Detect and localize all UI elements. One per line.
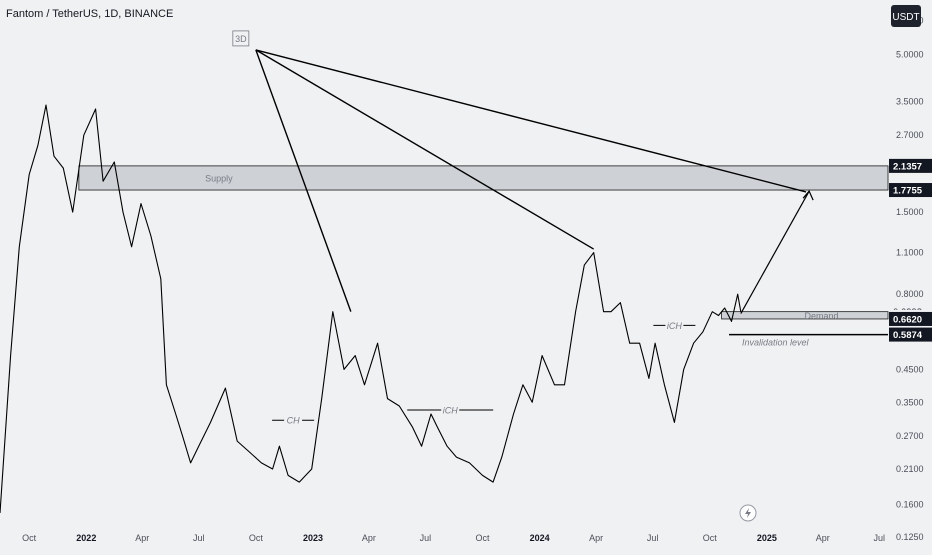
y-tick-label: 0.1250 — [896, 532, 924, 542]
invalidation-label: Invalidation level — [742, 338, 810, 348]
price-label-bg — [889, 327, 932, 342]
zone-demand — [721, 311, 889, 320]
price-label: 1.7755 — [893, 186, 923, 197]
y-tick-label: 0.3500 — [896, 397, 924, 407]
x-tick-label: Apr — [362, 533, 376, 543]
currency-button-bg[interactable] — [891, 5, 921, 27]
zone-label: Demand — [805, 311, 839, 321]
structure-label: CH — [287, 416, 300, 426]
x-tick-label: 2022 — [76, 533, 96, 543]
x-tick-label: Oct — [249, 533, 264, 543]
x-tick-label: 2024 — [530, 533, 550, 543]
price-series-line — [0, 104, 742, 514]
structure-label-bg — [284, 415, 303, 426]
timeframe-label: 3D — [235, 34, 247, 44]
price-label: 2.1357 — [893, 161, 922, 172]
x-tick-label: Apr — [135, 533, 149, 543]
projection-arrowhead — [802, 190, 814, 201]
x-tick-label: Jul — [193, 533, 205, 543]
price-label-bg — [889, 183, 932, 198]
x-tick-label: Jul — [420, 533, 432, 543]
y-tick-label: 0.1600 — [896, 500, 924, 510]
y-tick-label: 0.4500 — [896, 364, 924, 374]
timeframe-box — [232, 30, 250, 47]
y-tick-label: 1.1000 — [896, 248, 924, 258]
x-tick-label: Jul — [874, 533, 886, 543]
zone-supply — [78, 165, 889, 191]
x-tick-label: Jul — [647, 533, 659, 543]
zone-label: Supply — [205, 173, 233, 183]
x-tick-label: Oct — [703, 533, 718, 543]
price-label: 0.6620 — [893, 314, 922, 325]
y-tick-label: 5.0000 — [896, 50, 924, 60]
x-tick-label: Apr — [589, 533, 603, 543]
price-label: 0.5874 — [893, 330, 923, 341]
currency-button[interactable]: USDT — [891, 5, 921, 27]
structure-label: iCH — [443, 405, 458, 415]
y-tick-label: 3.5000 — [896, 96, 924, 106]
x-tick-label: 2023 — [303, 533, 323, 543]
x-tick-label: 2025 — [757, 533, 777, 543]
x-tick-label: Oct — [475, 533, 490, 543]
chart-title: Fantom / TetherUS, 1D, BINANCE — [6, 8, 173, 20]
structure-label-bg — [665, 320, 684, 331]
replay-icon[interactable] — [739, 504, 757, 522]
fractal-line — [255, 49, 807, 193]
projection-arrow — [740, 190, 810, 314]
y-tick-label: 0.2100 — [896, 464, 924, 474]
x-tick-label: Oct — [22, 533, 37, 543]
y-tick-label: 1.5000 — [896, 207, 924, 217]
currency-button-label[interactable]: USDT — [892, 12, 919, 23]
fractal-line — [255, 49, 595, 250]
y-tick-label: 0.2700 — [896, 431, 924, 441]
structure-label: iCH — [667, 321, 682, 331]
price-label-bg — [889, 158, 932, 173]
x-tick-label: Apr — [816, 533, 830, 543]
y-tick-label: 2.7000 — [896, 130, 924, 140]
y-tick-label: 0.8000 — [896, 289, 924, 299]
price-label-bg — [889, 311, 932, 326]
fractal-line — [255, 49, 352, 312]
structure-label-bg — [441, 404, 460, 415]
